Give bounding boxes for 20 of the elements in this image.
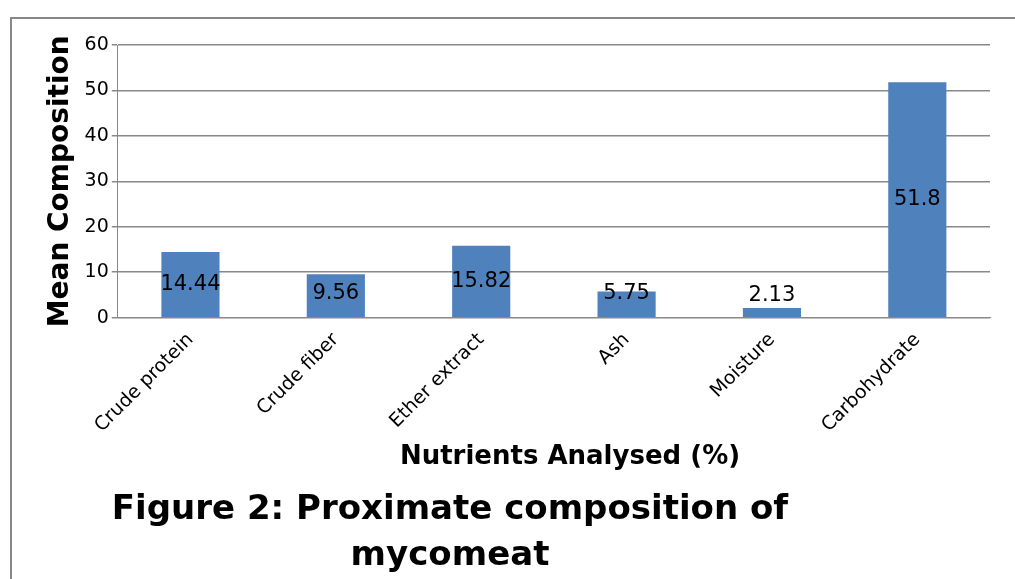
bar [888,82,947,317]
x-tick-label: Ash [592,327,633,368]
data-label: 14.44 [160,271,221,296]
bar [742,307,802,317]
bar [452,245,511,317]
y-tick-label: 40 [84,122,109,145]
data-label: 15.82 [451,268,512,293]
y-tick-label: 0 [96,304,109,327]
x-axis-title: Nutrients Analysed (%) [398,440,742,470]
y-tick-label: 20 [84,213,109,236]
data-label: 9.56 [312,280,360,305]
y-tick-label: 30 [84,168,109,191]
bar [161,252,220,317]
y-tick-label: 50 [84,77,109,100]
data-label: 51.8 [893,186,941,211]
y-tick-label: 60 [84,31,109,54]
y-axis-title: Mean Composition [42,35,76,328]
data-label: 2.13 [748,282,796,307]
y-tick-label: 10 [84,259,109,282]
text: Figure 2: Proximate composition of mycomeat [110,486,790,575]
